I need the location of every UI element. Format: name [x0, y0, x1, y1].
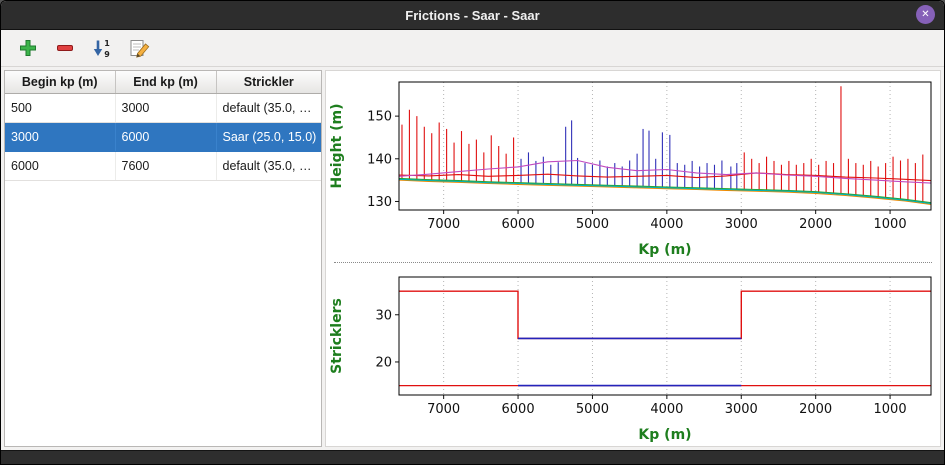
svg-text:5000: 5000	[576, 402, 609, 417]
svg-text:30: 30	[375, 308, 392, 323]
window-title: Frictions - Saar - Saar	[405, 7, 540, 23]
close-icon: ✕	[921, 9, 930, 20]
svg-text:1: 1	[104, 39, 110, 48]
table-header-row: Begin kp (m) End kp (m) Strickler	[5, 71, 321, 94]
svg-text:6000: 6000	[502, 402, 535, 417]
stricklers-chart[interactable]: 7000 6000 5000 4000 3000 2000 1000 20 30 Strickle…	[327, 264, 939, 445]
svg-text:Stricklers: Stricklers	[329, 298, 345, 374]
height-chart[interactable]: 7000 6000 5000 4000 3000 2000 1000 130 140 150 Hei…	[327, 72, 939, 260]
sort-numeric-icon: 1 9	[93, 39, 110, 59]
svg-text:140: 140	[367, 152, 392, 167]
column-header-begin-kp[interactable]: Begin kp (m)	[5, 71, 116, 94]
table-row[interactable]: 3000 6000 Saar (25.0, 15.0)	[5, 122, 321, 152]
svg-text:2000: 2000	[799, 217, 832, 232]
edit-button[interactable]	[126, 35, 152, 61]
close-button[interactable]: ✕	[916, 5, 935, 24]
plus-icon	[20, 40, 36, 56]
main-content: Begin kp (m) End kp (m) Strickler 500 30…	[1, 67, 944, 450]
svg-text:4000: 4000	[650, 217, 683, 232]
frictions-table: Begin kp (m) End kp (m) Strickler 500 30…	[5, 71, 321, 181]
toolbar: 1 9	[1, 30, 944, 67]
svg-text:4000: 4000	[650, 402, 683, 417]
sort-button[interactable]: 1 9	[89, 35, 115, 61]
svg-text:1000: 1000	[874, 402, 907, 417]
add-row-button[interactable]	[15, 35, 41, 61]
svg-text:1000: 1000	[874, 217, 907, 232]
column-header-end-kp[interactable]: End kp (m)	[115, 71, 217, 94]
svg-text:130: 130	[367, 195, 392, 210]
table-row[interactable]: 6000 7600 default (35.0, …	[5, 151, 321, 181]
charts-panel: 7000 6000 5000 4000 3000 2000 1000 130 140 150 Hei…	[325, 70, 941, 447]
svg-text:7000: 7000	[427, 217, 460, 232]
svg-text:5000: 5000	[576, 217, 609, 232]
svg-text:Kp (m): Kp (m)	[638, 242, 691, 258]
svg-text:20: 20	[375, 355, 392, 370]
remove-row-button[interactable]	[52, 35, 78, 61]
edit-icon	[130, 40, 150, 58]
column-header-strickler[interactable]: Strickler	[216, 71, 321, 94]
svg-text:7000: 7000	[427, 402, 460, 417]
svg-text:3000: 3000	[725, 402, 758, 417]
svg-text:3000: 3000	[725, 217, 758, 232]
svg-text:150: 150	[367, 110, 392, 125]
svg-text:9: 9	[104, 50, 110, 59]
svg-text:Kp (m): Kp (m)	[638, 427, 691, 443]
title-bar[interactable]: Frictions - Saar - Saar ✕	[1, 1, 944, 30]
svg-text:Height (m): Height (m)	[329, 104, 345, 189]
table-row[interactable]: 500 3000 default (35.0, …	[5, 93, 321, 123]
svg-text:6000: 6000	[502, 217, 535, 232]
minus-icon	[57, 45, 73, 51]
svg-text:2000: 2000	[799, 402, 832, 417]
frictions-table-panel: Begin kp (m) End kp (m) Strickler 500 30…	[4, 70, 322, 447]
status-bar	[1, 450, 944, 464]
chart-splitter[interactable]	[334, 261, 932, 263]
